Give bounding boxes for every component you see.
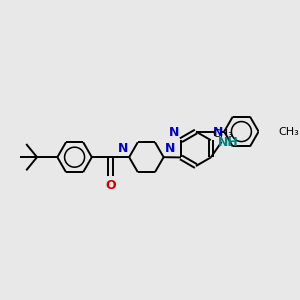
Text: N: N <box>213 126 223 139</box>
Text: N: N <box>169 126 179 139</box>
Text: NH: NH <box>218 136 238 149</box>
Text: CH₃: CH₃ <box>278 127 299 136</box>
Text: O: O <box>105 179 116 192</box>
Text: N: N <box>118 142 128 155</box>
Text: CH₃: CH₃ <box>212 130 233 140</box>
Text: N: N <box>165 142 175 155</box>
